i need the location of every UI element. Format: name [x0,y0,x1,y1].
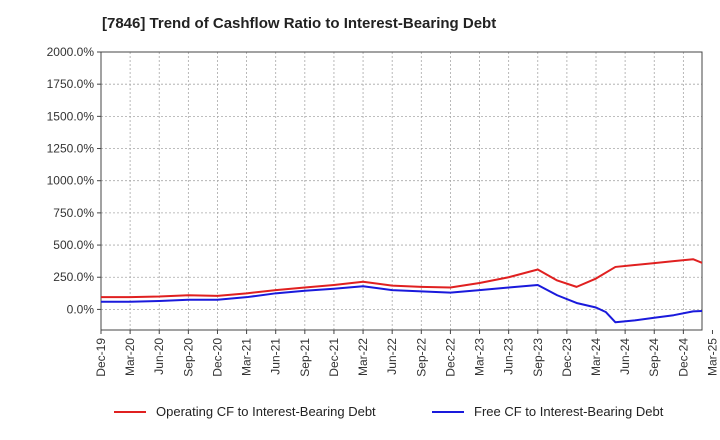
series-line-free-cf [101,283,702,324]
grid-lines [101,52,702,330]
y-tick-labels: 0.0% 250.0% 500.0% 750.0% 1000.0% 1250.0% 1500… [47,45,95,316]
x-tick-label: Jun-21 [269,338,283,375]
legend-item-operating-cf: Operating CF to Interest-Bearing Debt [114,404,376,419]
legend-swatch-operating-cf [114,410,146,413]
x-tick-label: Jun-22 [385,338,399,375]
x-tick-label: Mar-23 [473,338,487,376]
x-tick-label: Sep-20 [181,338,195,377]
y-tick-label: 2000.0% [47,45,95,59]
legend-label-operating-cf: Operating CF to Interest-Bearing Debt [156,404,376,419]
x-tick-label: Dec-19 [94,338,108,377]
x-tick-label: Jun-24 [618,338,632,375]
x-tick-label: Dec-20 [210,338,224,377]
y-tick-label: 500.0% [53,238,94,252]
x-tick-label: Mar-21 [240,338,254,376]
x-tick-label: Dec-22 [443,338,457,377]
y-tick-label: 1750.0% [47,77,95,91]
x-tick-label: Dec-24 [676,338,690,377]
x-tick-label: Mar-24 [589,338,603,376]
x-tick-label: Sep-22 [414,338,428,377]
x-tick-label: Dec-23 [560,338,574,377]
chart-title: [7846] Trend of Cashflow Ratio to Intere… [102,15,497,32]
x-tick-label: Jun-23 [502,338,516,375]
plot-frame [100,51,703,331]
legend-swatch-free-cf [432,410,464,413]
y-tick-label: 1500.0% [47,109,95,123]
x-tick-label: Sep-21 [298,338,312,377]
x-tick-label: Dec-21 [327,338,341,377]
series-lines [101,258,702,324]
y-tick-label: 1000.0% [47,174,95,188]
x-tick-label: Jun-20 [152,338,166,375]
y-tick-label: 250.0% [53,270,94,284]
x-tick-label: Sep-23 [531,338,545,377]
y-tick-label: 750.0% [53,206,94,220]
x-tick-label: Mar-22 [356,338,370,376]
y-tick-label: 1250.0% [47,142,95,156]
legend-label-free-cf: Free CF to Interest-Bearing Debt [474,404,664,419]
x-tick-label: Mar-25 [705,338,719,376]
x-tick-labels: Dec-19 Mar-20 Jun-20 Sep-20 Dec-20 Mar-21 Jun-… [94,338,719,377]
axes [97,51,713,334]
legend-item-free-cf: Free CF to Interest-Bearing Debt [432,404,663,419]
series-line-operating-cf [101,258,702,299]
x-tick-label: Mar-20 [123,338,137,376]
legend: Operating CF to Interest-Bearing Debt Fr… [0,404,720,426]
y-tick-label: 0.0% [67,302,95,316]
x-tick-label: Sep-24 [647,338,661,377]
